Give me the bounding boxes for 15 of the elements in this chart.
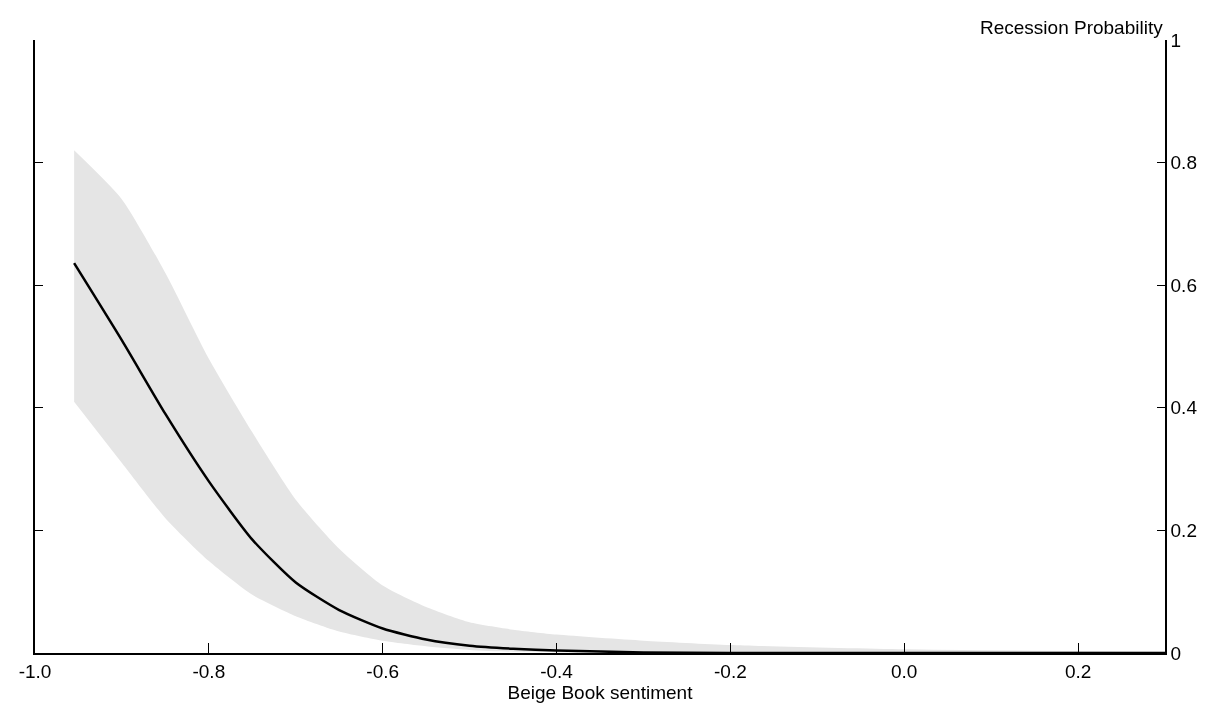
y-tick-label: 0.4 (1170, 397, 1198, 419)
y-tick-label: 0.8 (1170, 152, 1197, 174)
x-tick-label: 0.0 (891, 660, 918, 682)
x-axis-title: Beige Book sentiment (507, 681, 694, 703)
y-tick-label: 0.6 (1170, 274, 1197, 296)
y-tick-label: 0 (1170, 642, 1182, 664)
y-axis-title: Recession Probability (980, 17, 1164, 38)
x-tick-label: -0.4 (540, 660, 574, 682)
y-tick-label: 1 (1170, 29, 1182, 51)
x-tick-label: -1.0 (18, 660, 52, 682)
x-tick-label: -0.8 (192, 660, 226, 682)
y-tick-label: 0.2 (1170, 520, 1197, 542)
x-tick-label: -0.6 (366, 660, 400, 682)
x-tick-label: 0.2 (1064, 660, 1092, 682)
x-tick-label: -0.2 (714, 660, 747, 682)
